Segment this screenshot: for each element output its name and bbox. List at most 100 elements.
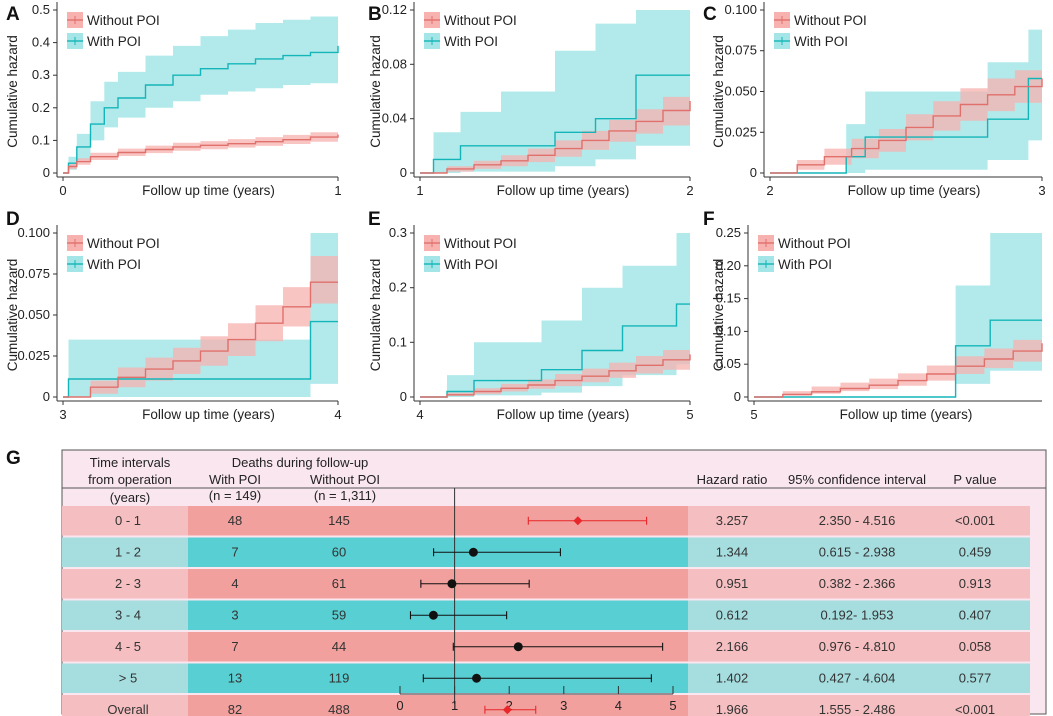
legend-label: With POI xyxy=(794,34,848,49)
y-tick-label: 0.10 xyxy=(716,323,741,338)
forest-point xyxy=(428,610,438,620)
series-line-without-poi xyxy=(63,281,338,398)
cell-ci: 1.555 - 2.486 xyxy=(819,702,896,716)
cell-with-poi: 4 xyxy=(231,576,238,591)
row-cell-stats xyxy=(688,695,930,716)
y-axis-label: Cumulative hazard xyxy=(5,259,20,372)
x-tick-label: 3 xyxy=(1038,183,1045,198)
panel-label: A xyxy=(6,4,20,25)
y-tick-label: 0.050 xyxy=(724,84,757,99)
row-cell-p xyxy=(930,506,1030,536)
cell-ci: 0.427 - 4.604 xyxy=(819,670,896,685)
series-line-with-poi xyxy=(63,45,339,174)
y-tick-label: 0.075 xyxy=(17,266,50,281)
legend-label: Without POI xyxy=(444,236,517,251)
y-tick-label: 0.100 xyxy=(17,225,50,240)
row-cell-stats xyxy=(688,632,930,662)
forest-point xyxy=(468,547,478,557)
cell-ci: 0.382 - 2.366 xyxy=(819,576,896,591)
x-axis-label: Follow up time (years) xyxy=(142,407,275,422)
cell-p-value: 0.913 xyxy=(959,576,992,591)
cell-p-value: 0.058 xyxy=(959,639,992,654)
cell-interval: 1 - 2 xyxy=(115,544,141,559)
table-row: 3 - 4 3 59 0.612 0.192- 1.953 0.407 xyxy=(62,600,1030,630)
cell-without-poi: 61 xyxy=(332,576,346,591)
x-axis-label: Follow up time (years) xyxy=(840,407,973,422)
cell-hazard-ratio: 2.166 xyxy=(716,639,749,654)
cell-hazard-ratio: 0.612 xyxy=(716,607,749,622)
cell-ci: 0.615 - 2.938 xyxy=(819,544,896,559)
cell-with-poi: 7 xyxy=(231,544,238,559)
cell-with-poi: 82 xyxy=(228,702,242,716)
cell-without-poi: 60 xyxy=(332,544,346,559)
header-deaths: Deaths during follow-up xyxy=(232,455,369,470)
y-tick-label: 0.08 xyxy=(382,56,407,71)
series-line-with-poi xyxy=(420,74,690,174)
row-cell-p xyxy=(930,632,1030,662)
row-cell-interval xyxy=(62,537,188,567)
x-tick-label: 1 xyxy=(334,183,341,198)
cell-with-poi: 13 xyxy=(228,670,242,685)
row-cell-p xyxy=(930,663,1030,693)
row-cell-stats xyxy=(688,600,930,630)
cell-without-poi: 119 xyxy=(329,670,350,685)
y-tick-label: 0 xyxy=(43,165,50,180)
panel-label: C xyxy=(703,4,717,25)
cell-without-poi: 145 xyxy=(328,513,350,528)
legend-label: Without POI xyxy=(794,13,867,28)
row-cell-interval xyxy=(62,632,188,662)
cell-hazard-ratio: 1.344 xyxy=(716,544,749,559)
x-tick-label: 5 xyxy=(686,407,693,422)
y-axis-label: Cumulative hazard xyxy=(368,259,383,372)
legend-label: With POI xyxy=(444,34,498,49)
row-cell-p xyxy=(930,569,1030,599)
y-tick-label: 0.3 xyxy=(32,67,50,82)
x-tick-label: 4 xyxy=(334,407,341,422)
y-tick-label: 0.2 xyxy=(32,100,50,115)
cell-interval: 0 - 1 xyxy=(115,513,141,528)
panel-g: G Time intervals from operation (years) Deat… xyxy=(6,448,1047,716)
x-tick-label: 3 xyxy=(59,407,66,422)
forest-tick-label: 2 xyxy=(506,698,513,713)
x-axis-label: Follow up time (years) xyxy=(497,407,630,422)
legend-label: Without POI xyxy=(87,236,160,251)
row-cell-interval xyxy=(62,506,188,536)
y-tick-label: 0.025 xyxy=(17,348,50,363)
y-tick-label: 0.3 xyxy=(389,225,407,240)
forest-point-diamond xyxy=(573,516,583,526)
panel-label: G xyxy=(6,448,21,469)
x-tick-label: 2 xyxy=(766,183,773,198)
y-axis-label: Cumulative hazard xyxy=(368,35,383,148)
y-tick-label: 0.12 xyxy=(382,2,407,17)
forest-point-diamond xyxy=(502,705,512,715)
ci-band-without-poi xyxy=(770,62,1042,174)
legend-label: With POI xyxy=(87,257,141,272)
cell-interval: Overall xyxy=(107,702,148,716)
header-p-value: P value xyxy=(953,472,996,487)
cell-ci: 0.976 - 4.810 xyxy=(819,639,896,654)
series-line-without-poi xyxy=(420,354,691,398)
header-hazard-ratio: Hazard ratio xyxy=(697,472,768,487)
cell-without-poi: 44 xyxy=(332,639,346,654)
cell-p-value: <0.001 xyxy=(955,702,995,716)
row-cell-interval xyxy=(62,663,188,693)
y-tick-label: 0.4 xyxy=(32,35,50,50)
row-cell-p xyxy=(930,695,1030,716)
forest-point xyxy=(513,642,523,652)
panel-label: F xyxy=(703,209,715,230)
x-tick-label: 0 xyxy=(59,183,66,198)
row-cell-stats xyxy=(688,506,930,536)
forest-point xyxy=(447,579,457,589)
row-cell-stats xyxy=(688,569,930,599)
cell-interval: > 5 xyxy=(119,670,137,685)
y-tick-label: 0 xyxy=(43,389,50,404)
header-interval: Time intervals xyxy=(90,455,171,470)
panel-c: 0 0.025 0.050 0.075 0.100 2 3 Follow up time (y… xyxy=(703,2,1046,198)
cell-hazard-ratio: 1.402 xyxy=(716,670,749,685)
series-line-without-poi xyxy=(770,78,1043,174)
y-tick-label: 0.5 xyxy=(32,2,50,17)
y-tick-label: 0.05 xyxy=(716,356,741,371)
cell-hazard-ratio: 3.257 xyxy=(716,513,749,528)
x-tick-label: 5 xyxy=(750,407,757,422)
forest-tick-label: 1 xyxy=(451,698,458,713)
